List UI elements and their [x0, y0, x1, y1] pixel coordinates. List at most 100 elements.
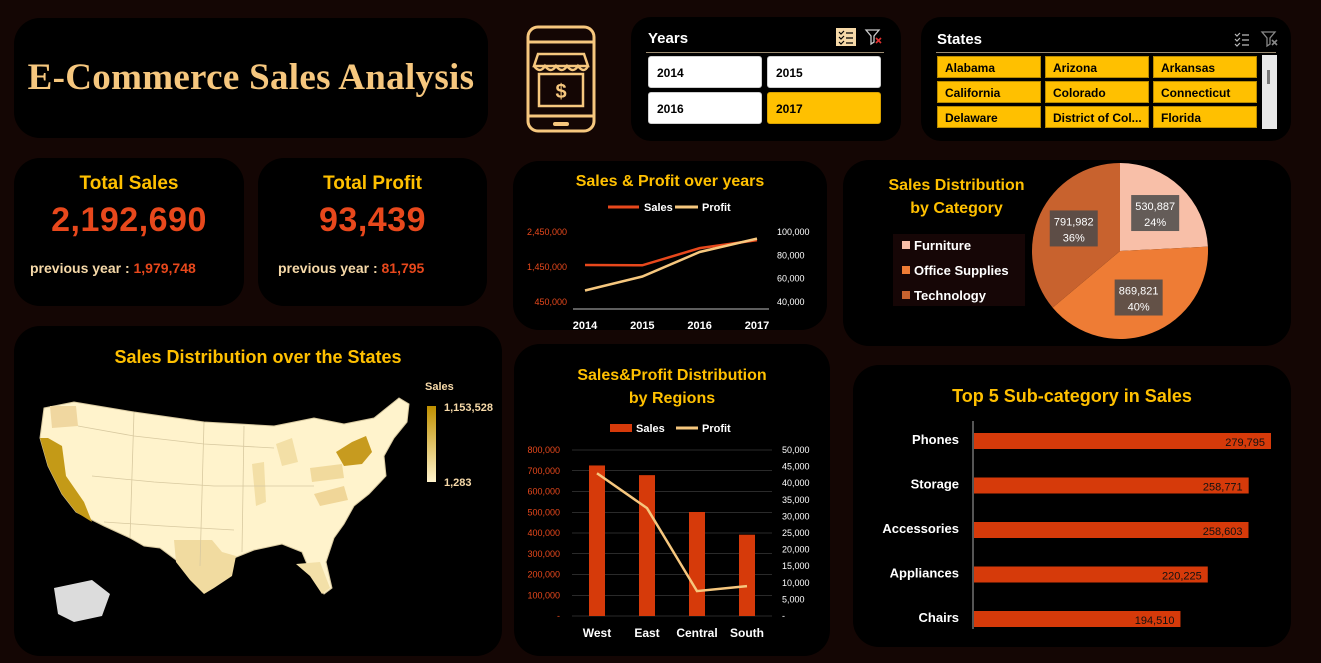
state-florida-button[interactable]: Florida: [1153, 106, 1257, 128]
x-tick-label: 2014: [573, 320, 598, 330]
multi-select-icon[interactable]: [836, 28, 856, 46]
sales-profit-regions-card: Sales&Profit Distribution by Regions Sal…: [514, 344, 830, 656]
map-legend-title: Sales: [425, 381, 454, 393]
state-california: [40, 438, 92, 522]
y-left-tick: 1,450,000: [527, 262, 567, 272]
y-right-tick: 30,000: [782, 511, 810, 521]
total-sales-value: 2,192,690: [51, 201, 207, 239]
subcategory-label: Appliances: [890, 566, 959, 581]
subcategory-value-label: 194,510: [1135, 615, 1175, 627]
state-colorado-button[interactable]: Colorado: [1045, 81, 1149, 103]
clear-filter-icon[interactable]: [1260, 30, 1280, 48]
top5-subcategory-chart: Phones 279,795 Storage 258,771 Accessories 25…: [882, 421, 1271, 629]
map-legend-min: 1,283: [444, 477, 472, 489]
state-dc-button[interactable]: District of Col...: [1045, 106, 1149, 128]
region-bar-south: [739, 534, 755, 616]
states-scrollbar-thumb[interactable]: [1267, 70, 1270, 84]
pie-value-label-0: 530,887: [1135, 201, 1175, 213]
states-scrollbar[interactable]: [1262, 55, 1277, 129]
region-bar-east: [639, 475, 655, 616]
y-right-tick: 60,000: [777, 274, 805, 284]
state-california-button[interactable]: California: [937, 81, 1041, 103]
y-left-tick: 700,000: [527, 466, 560, 476]
title-card: E-Commerce Sales Analysis: [14, 18, 488, 138]
clear-filter-icon[interactable]: [864, 28, 884, 46]
y-left-tick: 600,000: [527, 487, 560, 497]
pie-label-box-1: [1114, 279, 1163, 316]
y-right-tick: 45,000: [782, 462, 810, 472]
year-2016-button[interactable]: 2016: [648, 92, 762, 124]
subcategory-label: Chairs: [919, 610, 959, 625]
legend-sales-label: Sales: [644, 202, 673, 214]
states-map-title: Sales Distribution over the States: [114, 347, 402, 367]
top5-subcategory-card: Top 5 Sub-category in Sales Phones 279,79…: [853, 365, 1291, 647]
state-alabama-button[interactable]: Alabama: [937, 56, 1041, 78]
legend-sales-swatch: [610, 424, 632, 432]
total-profit-previous: previous year : 81,795: [278, 260, 424, 276]
subcategory-bar: [974, 566, 1208, 583]
y-right-tick: 20,000: [782, 545, 810, 555]
region-label: South: [730, 626, 764, 640]
sales-by-category-card: Sales Distribution by Category Furniture…: [843, 160, 1291, 346]
state-florida: [296, 562, 330, 594]
sales-profit-years-title: Sales & Profit over years: [575, 173, 765, 190]
year-2014-button[interactable]: 2014: [648, 56, 762, 88]
total-sales-title: Total Sales: [79, 173, 179, 194]
years-slicer-divider: [646, 52, 884, 53]
subcategory-value-label: 258,603: [1203, 526, 1243, 538]
state-alaska: [54, 580, 110, 622]
state-virginia: [314, 486, 348, 506]
sales-by-category-chart: Furniture Office Supplies Technology 530,88…: [893, 163, 1208, 339]
y-right-tick: -: [782, 611, 785, 621]
total-profit-title: Total Profit: [323, 173, 422, 194]
y-left-tick: 400,000: [527, 528, 560, 538]
legend-swatch-2: [902, 291, 910, 299]
map-legend-max: 1,153,528: [444, 402, 493, 414]
legend-swatch-0: [902, 241, 910, 249]
y-left-tick: 2,450,000: [527, 227, 567, 237]
y-right-tick: 100,000: [777, 227, 810, 237]
year-2015-button[interactable]: 2015: [767, 56, 881, 88]
pie-label-box-0: [1131, 195, 1180, 232]
pie-label-box-2: [1049, 210, 1098, 247]
pie-value-label-1: 869,821: [1119, 286, 1159, 298]
legend-label-0: Furniture: [914, 238, 971, 253]
states-slicer-title: States: [937, 31, 983, 48]
subcategory-bar: [974, 611, 1181, 627]
subcategory-value-label: 279,795: [1225, 437, 1265, 449]
legend-label-2: Technology: [914, 288, 987, 303]
subcategory-bar: [974, 477, 1249, 494]
subcategory-label: Storage: [911, 477, 959, 492]
state-texas: [174, 540, 236, 594]
total-profit-card: Total Profit 93,439 previous year : 81,7…: [258, 158, 487, 306]
profit-line: [596, 472, 748, 593]
state-michigan: [276, 438, 298, 466]
previous-year-value: 1,979,748: [133, 260, 196, 276]
multi-select-icon[interactable]: [1232, 30, 1252, 48]
state-delaware-button[interactable]: Delaware: [937, 106, 1041, 128]
state-connecticut-button[interactable]: Connecticut: [1153, 81, 1257, 103]
legend-sales-label: Sales: [636, 423, 665, 435]
total-sales-card: Total Sales 2,192,690 previous year : 1,…: [14, 158, 244, 306]
subcategory-value-label: 220,225: [1162, 571, 1202, 583]
legend-profit-label: Profit: [702, 423, 731, 435]
state-arkansas-button[interactable]: Arkansas: [1153, 56, 1257, 78]
y-right-tick: 5,000: [782, 594, 805, 604]
region-label: East: [634, 626, 659, 640]
previous-year-label: previous year :: [278, 260, 378, 276]
y-right-tick: 40,000: [782, 478, 810, 488]
y-left-tick: 200,000: [527, 570, 560, 580]
category-title-line-2: by Category: [910, 200, 1003, 217]
y-right-tick: 15,000: [782, 561, 810, 571]
years-slicer-title: Years: [648, 30, 689, 47]
regions-title-line-1: Sales&Profit Distribution: [577, 367, 767, 384]
state-arizona-button[interactable]: Arizona: [1045, 56, 1149, 78]
states-map-card: Sales Distribution over the States Sales…: [14, 326, 502, 656]
y-left-tick: 500,000: [527, 507, 560, 517]
y-right-tick: 50,000: [782, 445, 810, 455]
y-left-tick: 300,000: [527, 549, 560, 559]
y-right-tick: 25,000: [782, 528, 810, 538]
pie-pct-label-2: 36%: [1063, 232, 1085, 244]
year-2017-button[interactable]: 2017: [767, 92, 881, 124]
state-illinois: [252, 462, 266, 506]
